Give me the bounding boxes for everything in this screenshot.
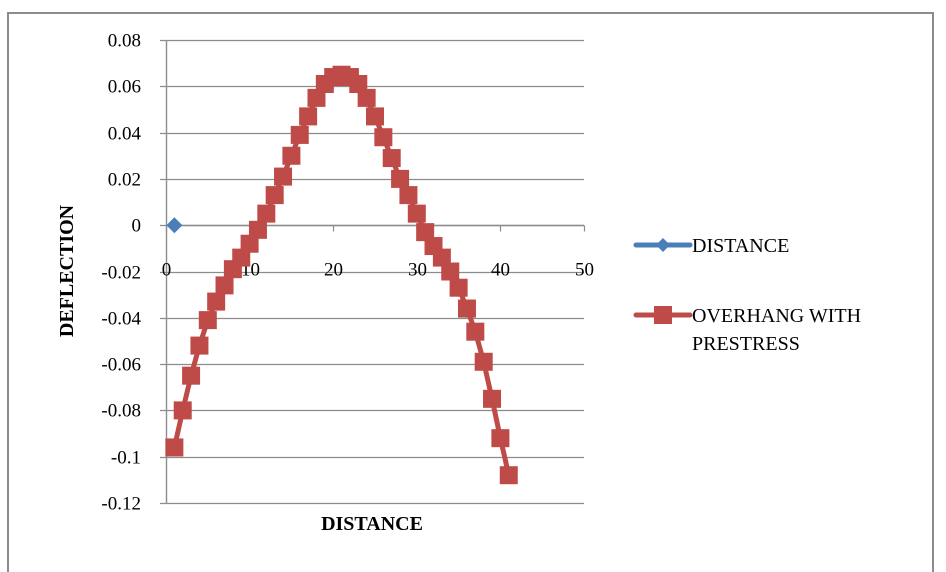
square-marker <box>483 389 502 408</box>
y-tick-label: -0.1 <box>111 448 141 469</box>
y-tick-label: -0.08 <box>101 401 141 422</box>
square-marker <box>382 149 401 168</box>
square-marker <box>307 88 326 107</box>
square-marker <box>441 262 460 281</box>
square-marker <box>407 204 426 223</box>
x-tick-label: 50 <box>575 260 594 281</box>
legend-label: PRESTRESS <box>692 333 800 355</box>
y-tick-label: 0.02 <box>108 170 141 191</box>
square-marker <box>207 292 226 311</box>
square-marker <box>198 311 217 330</box>
square-marker <box>499 466 518 485</box>
square-marker <box>349 74 368 93</box>
square-marker <box>190 336 209 355</box>
square-marker <box>182 366 201 385</box>
x-axis: 0 10 20 30 40 50 <box>162 224 594 281</box>
square-marker <box>274 167 293 186</box>
square-marker <box>173 401 192 420</box>
square-marker <box>449 278 468 297</box>
square-marker <box>357 88 376 107</box>
gridlines <box>160 39 584 505</box>
legend-label: DISTANCE <box>692 235 789 257</box>
legend-label: OVERHANG WITH <box>692 305 861 327</box>
square-icon <box>654 306 672 324</box>
square-marker <box>491 429 510 448</box>
y-tick-label: 0.08 <box>108 31 141 52</box>
x-tick-label: 40 <box>491 260 510 281</box>
square-marker <box>416 223 435 242</box>
square-marker <box>240 234 259 253</box>
diamond-marker <box>166 217 183 234</box>
series-overhang-with-prestress <box>165 65 518 485</box>
square-marker <box>215 276 234 295</box>
square-marker <box>399 186 418 205</box>
y-tick-label: -0.06 <box>101 355 141 376</box>
square-marker <box>366 107 384 126</box>
chart-svg: 0.08 0.06 0.04 0.02 0 -0.02 -0.04 -0.06 -0.08 -0.… <box>56 31 861 536</box>
square-marker <box>391 169 410 188</box>
square-marker <box>257 204 276 223</box>
y-tick-label: 0.04 <box>108 124 142 145</box>
square-marker <box>466 322 485 341</box>
y-axis: 0.08 0.06 0.04 0.02 0 -0.02 -0.04 -0.06 -0.08 -0.… <box>101 31 168 515</box>
y-axis-title: DEFLECTION <box>56 204 78 337</box>
plot-area <box>165 65 518 485</box>
x-axis-title: DISTANCE <box>321 513 423 535</box>
square-marker <box>290 125 309 144</box>
square-marker <box>248 220 267 239</box>
square-marker <box>457 299 476 318</box>
y-tick-label: -0.04 <box>101 309 141 330</box>
x-tick-label: 30 <box>408 260 427 281</box>
x-tick-label: 20 <box>324 260 343 281</box>
y-tick-label: 0.06 <box>108 77 141 98</box>
square-marker <box>282 146 301 165</box>
series-distance <box>166 217 183 234</box>
square-marker <box>165 438 184 457</box>
square-marker <box>265 186 284 205</box>
legend-item: OVERHANG WITH PRESTRESS <box>633 305 861 355</box>
chart-frame <box>7 12 934 572</box>
y-tick-label: -0.12 <box>101 494 141 515</box>
square-marker <box>374 128 393 147</box>
square-marker <box>474 352 493 371</box>
square-marker <box>432 248 451 267</box>
square-marker <box>232 248 251 267</box>
diamond-icon <box>656 238 670 252</box>
legend: DISTANCE OVERHANG WITH PRESTRESS <box>633 235 861 355</box>
x-tick-label: 0 <box>162 260 172 281</box>
y-tick-label: -0.02 <box>101 263 141 284</box>
square-marker <box>299 107 318 126</box>
legend-item: DISTANCE <box>633 235 789 257</box>
y-tick-label: 0 <box>132 216 142 237</box>
